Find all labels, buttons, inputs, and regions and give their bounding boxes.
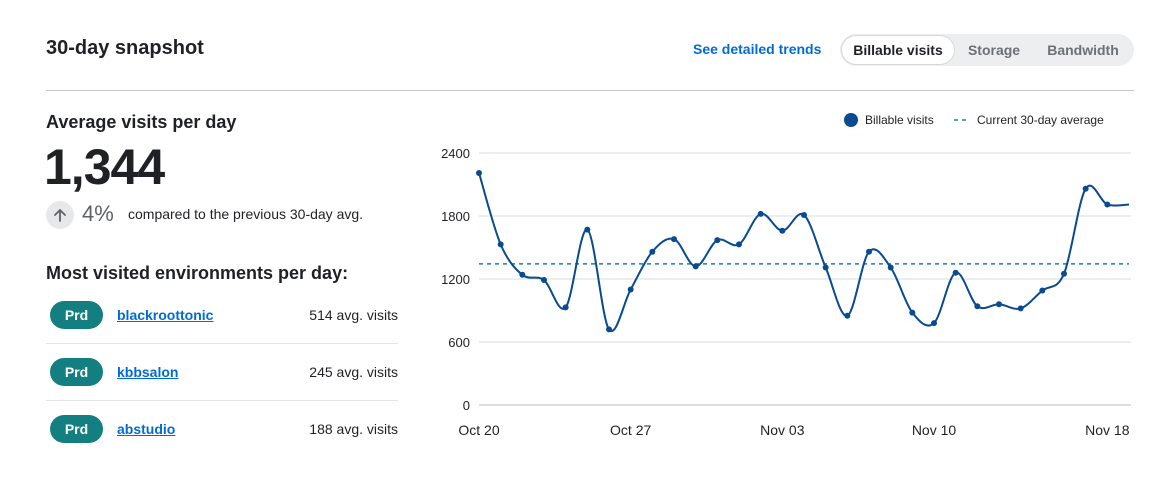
tab-storage[interactable]: Storage	[967, 42, 1021, 58]
environment-badge: Prd	[50, 415, 103, 443]
header-divider	[46, 90, 1134, 91]
trend-percentage: 4%	[82, 201, 114, 226]
legend-series-marker	[844, 113, 858, 127]
list-item: Prd abstudio 188 avg. visits	[46, 401, 398, 457]
environment-link[interactable]: blackroottonic	[117, 307, 214, 323]
y-tick-label: 600	[448, 335, 470, 350]
list-item: Prd blackroottonic 514 avg. visits	[46, 287, 398, 344]
environment-visits: 514 avg. visits	[309, 307, 398, 323]
y-tick-label: 1800	[441, 209, 470, 224]
data-point	[476, 169, 482, 176]
metric-segmented-control: Billable visits Storage Bandwidth	[840, 34, 1134, 66]
series-line	[478, 172, 1130, 333]
data-point	[736, 241, 742, 248]
y-tick-label: 0	[463, 398, 470, 413]
data-point	[627, 286, 634, 293]
data-point	[606, 326, 612, 333]
data-point	[671, 236, 677, 243]
data-point	[649, 248, 656, 255]
environments-list: Prd blackroottonic 514 avg. visits Prd k…	[46, 287, 398, 457]
environment-link[interactable]: abstudio	[117, 421, 176, 437]
data-point	[844, 312, 851, 319]
trend-description: compared to the previous 30-day avg.	[128, 206, 364, 222]
y-tick-label: 2400	[441, 146, 470, 161]
data-point	[519, 271, 526, 278]
data-point	[1082, 185, 1089, 192]
data-point	[801, 211, 807, 218]
data-point	[996, 301, 1002, 308]
legend-average-label: Current 30-day average	[977, 113, 1104, 127]
data-point	[497, 241, 504, 248]
y-tick-label: 1200	[441, 272, 470, 287]
data-point	[952, 269, 959, 276]
average-visits-value: 1,344	[44, 139, 165, 195]
data-point	[931, 320, 937, 327]
data-point	[1039, 287, 1046, 294]
tab-bandwidth[interactable]: Bandwidth	[1047, 42, 1119, 58]
environment-visits: 188 avg. visits	[309, 421, 398, 437]
x-tick-label: Nov 10	[912, 422, 957, 438]
page-title: 30-day snapshot	[46, 37, 204, 59]
data-point	[909, 309, 916, 316]
x-tick-label: Oct 27	[610, 422, 651, 438]
legend-series-label: Billable visits	[865, 113, 934, 127]
data-point	[562, 304, 569, 311]
data-point	[822, 264, 829, 271]
environment-visits: 245 avg. visits	[309, 364, 398, 380]
tab-billable-visits[interactable]: Billable visits	[842, 36, 954, 64]
data-point	[692, 263, 699, 270]
see-detailed-trends-link[interactable]: See detailed trends	[693, 41, 822, 57]
environment-link[interactable]: kbbsalon	[117, 364, 179, 380]
data-point	[714, 237, 721, 244]
x-tick-label: Oct 20	[458, 422, 499, 438]
data-point	[866, 248, 872, 255]
data-point	[1061, 270, 1067, 277]
data-point	[1104, 201, 1111, 208]
list-item: Prd kbbsalon 245 avg. visits	[46, 344, 398, 401]
data-point	[584, 226, 591, 233]
trend-up-icon	[46, 201, 74, 229]
data-point	[757, 210, 764, 217]
environment-badge: Prd	[50, 301, 103, 329]
environments-heading: Most visited environments per day:	[46, 263, 349, 283]
environment-badge: Prd	[50, 358, 103, 386]
x-tick-label: Nov 03	[760, 422, 805, 438]
data-point	[1017, 305, 1024, 312]
data-point	[779, 227, 786, 234]
x-tick-label: Nov 18	[1085, 422, 1130, 438]
data-point	[974, 303, 981, 310]
average-visits-label: Average visits per day	[46, 112, 237, 132]
data-point	[887, 264, 894, 271]
data-point	[541, 277, 547, 284]
